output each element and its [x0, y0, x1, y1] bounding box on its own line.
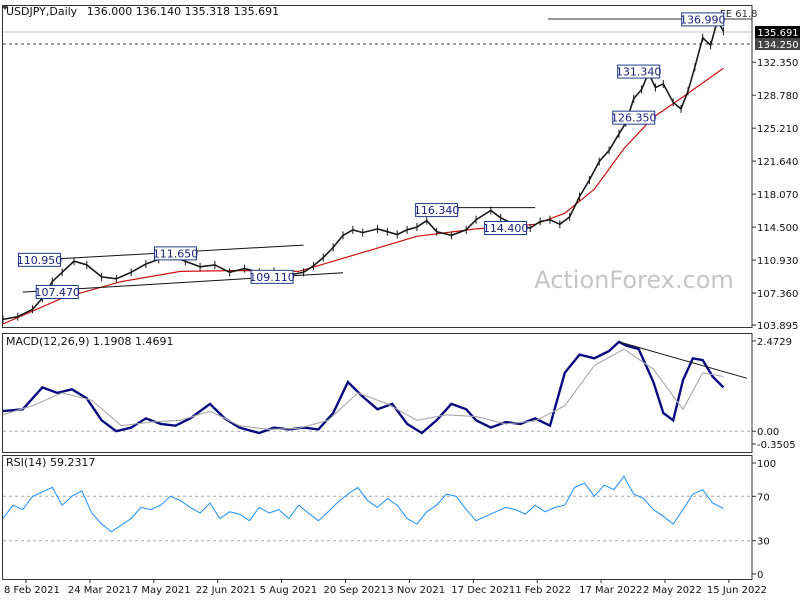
rsi-tick-label: 100 — [757, 459, 776, 470]
annotation-label: 114.400 — [483, 222, 529, 235]
price-annotation: 116.340 — [414, 203, 460, 218]
price-tag — [755, 26, 800, 38]
price-tick-label: 135.691 — [757, 28, 798, 39]
macd-tick-label: -0.3505 — [757, 440, 796, 451]
macd-trendline — [618, 341, 748, 379]
price-tick-label: 107.360 — [757, 289, 798, 300]
annotation-label: 136.990 — [680, 13, 726, 26]
price-annotation: 131.340 — [616, 64, 662, 79]
x-tick-label: 22 Jun 2021 — [196, 585, 256, 596]
annotation-box — [415, 203, 459, 218]
annotation-box — [612, 110, 656, 125]
moving-average-line — [2, 67, 724, 325]
rsi-panel-frame — [2, 455, 753, 580]
x-tick-label: 24 Mar 2021 — [68, 585, 131, 596]
annotation-label: 131.340 — [616, 66, 662, 79]
x-tick-label: 2 May 2022 — [643, 585, 702, 596]
rsi-tick-label: 30 — [757, 537, 770, 548]
price-tick-label: 134.250 — [757, 40, 798, 51]
price-tick-label: 118.070 — [757, 190, 798, 201]
price-tick-label: 110.930 — [757, 256, 798, 267]
annotation-box — [484, 220, 528, 235]
annotation-label: 111.650 — [153, 247, 199, 260]
price-line — [2, 18, 725, 321]
macd-signal-line — [2, 348, 724, 430]
annotation-box — [35, 284, 79, 299]
price-tick-label: 103.895 — [757, 321, 798, 332]
x-tick-label: 15 Jun 2022 — [707, 585, 767, 596]
annotation-label: 110.950 — [17, 254, 63, 267]
annotation-label: 126.350 — [611, 112, 657, 125]
watermark-text: ActionForex.com — [534, 266, 734, 294]
price-panel-header: USDJPY,Daily 136.000 136.140 135.318 135… — [6, 5, 279, 18]
price-tick-label: 125.210 — [757, 124, 798, 135]
annotation-box — [617, 64, 661, 79]
macd-panel-frame — [2, 333, 753, 453]
price-annotation: 111.650 — [153, 246, 199, 261]
rsi-header: RSI(14) 59.2317 — [6, 456, 95, 469]
annotation-label: 116.340 — [414, 204, 460, 217]
price-panel-frame — [2, 5, 753, 328]
fe-level-label: FE 61.8 — [720, 9, 758, 20]
x-tick-label: 8 Feb 2021 — [4, 585, 60, 596]
rsi-line — [2, 475, 724, 533]
price-tick-label: 128.780 — [757, 91, 798, 102]
price-tag — [755, 38, 800, 50]
x-tick-label: 1 Feb 2022 — [515, 585, 571, 596]
price-tick-label: 121.640 — [757, 157, 798, 168]
price-annotation: 110.950 — [17, 252, 63, 267]
annotation-label: 109.110 — [249, 271, 295, 284]
price-annotation: 114.400 — [483, 220, 529, 235]
annotation-label: 107.470 — [34, 286, 80, 299]
x-tick-label: 17 Dec 2021 — [451, 585, 515, 596]
x-tick-label: 17 Mar 2022 — [579, 585, 642, 596]
macd-tick-label: 2.4729 — [757, 337, 792, 348]
rsi-tick-label: 70 — [757, 492, 770, 503]
ohlc-header: 136.000 136.140 135.318 135.691 — [87, 5, 279, 18]
annotation-box — [681, 12, 725, 27]
macd-line — [2, 340, 725, 435]
price-annotation: 126.350 — [611, 110, 657, 125]
title-dropdown-icon — [2, 6, 8, 10]
rsi-tick-label: 0 — [757, 570, 763, 581]
annotation-box — [153, 246, 197, 261]
annotation-box — [250, 269, 294, 284]
x-tick-label: 20 Sep 2021 — [324, 585, 387, 596]
price-annotation: 136.990 — [680, 12, 726, 27]
price-tick-label: 114.500 — [757, 223, 798, 234]
macd-tick-label: 0.00 — [757, 427, 779, 438]
annotation-box — [17, 252, 61, 267]
price-annotation: 107.470 — [34, 284, 80, 299]
price-tick-label: 132.350 — [757, 58, 798, 69]
x-tick-label: 7 May 2021 — [132, 585, 191, 596]
chart-title: USDJPY,Daily — [6, 5, 78, 18]
x-tick-label: 3 Nov 2021 — [387, 585, 445, 596]
x-tick-label: 5 Aug 2021 — [260, 585, 318, 596]
macd-header: MACD(12,26,9) 1.1908 1.4691 — [6, 335, 174, 348]
price-annotation: 109.110 — [249, 269, 295, 284]
